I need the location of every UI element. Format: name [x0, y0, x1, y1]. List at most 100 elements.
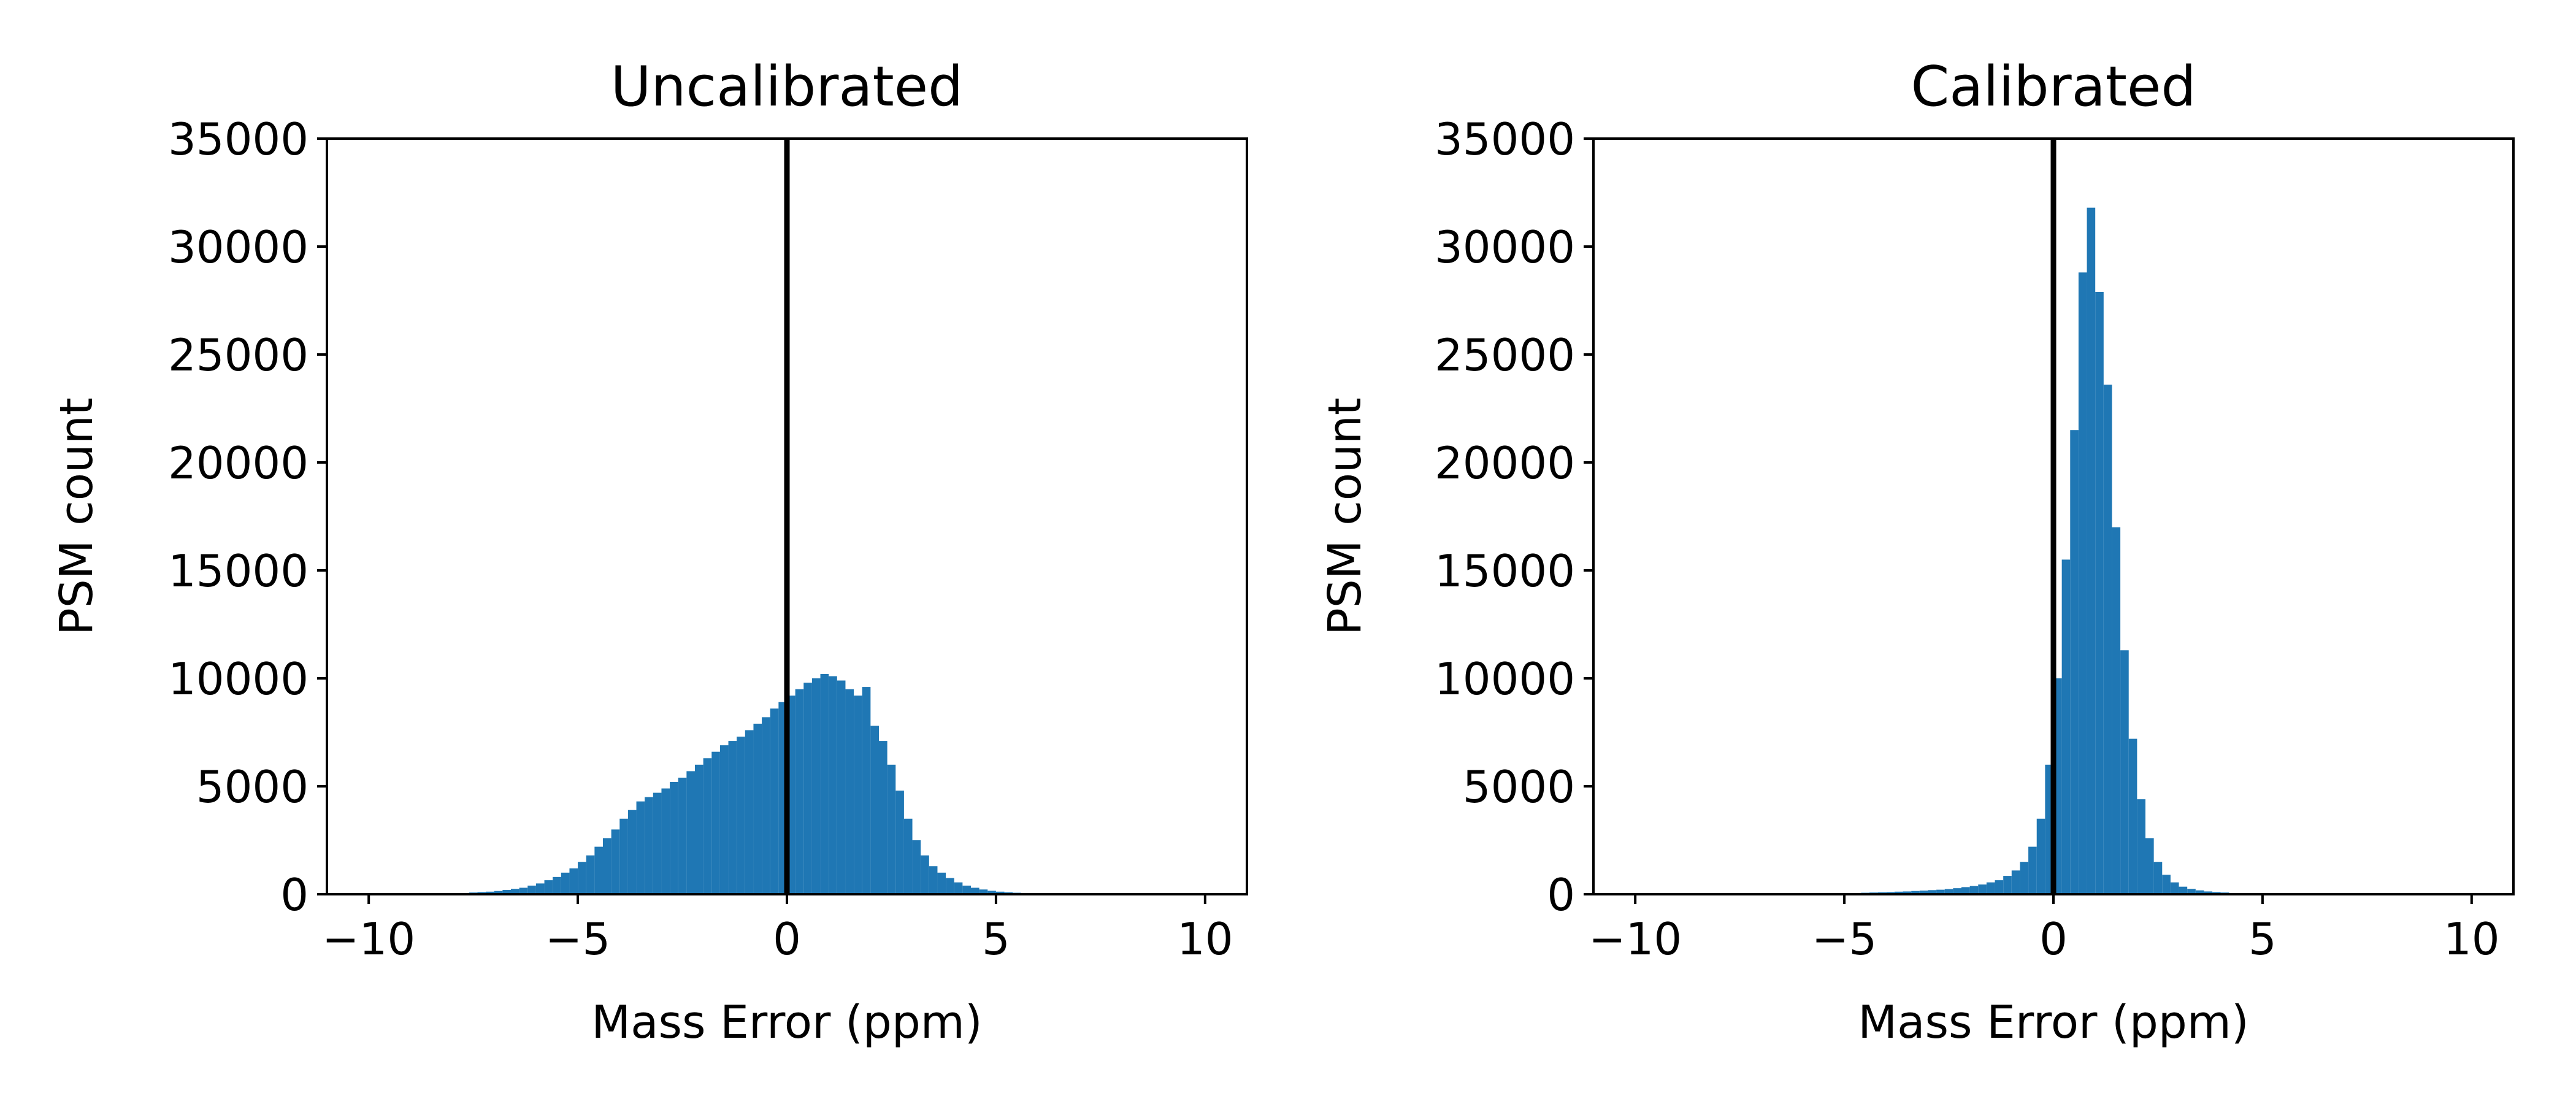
y-tick-label: 0: [280, 869, 309, 921]
histogram-bar: [594, 846, 603, 894]
histogram-bar: [946, 878, 954, 894]
histogram-bar: [1953, 888, 1961, 894]
histogram-bar: [535, 883, 545, 894]
histogram-bar: [862, 687, 871, 894]
histogram-bar: [2204, 891, 2213, 894]
y-tick-label: 15000: [168, 545, 309, 597]
histogram-bar: [929, 866, 938, 894]
histogram-bar: [820, 673, 829, 894]
histogram-bar: [845, 689, 854, 894]
histogram-bar: [937, 872, 946, 894]
chart-title: Calibrated: [1911, 55, 2196, 119]
histogram-bar: [653, 792, 662, 894]
x-tick-label: −5: [1812, 913, 1877, 965]
histogram-bar: [2003, 876, 2012, 894]
histogram-bar: [486, 891, 494, 894]
histogram-bar: [645, 797, 653, 894]
histogram-bar: [995, 891, 1005, 894]
x-tick-label: −10: [322, 913, 415, 965]
histogram-bar: [903, 818, 913, 894]
histogram-bar: [2112, 527, 2121, 894]
histogram-bar: [870, 726, 879, 894]
chart-title: Uncalibrated: [611, 55, 964, 119]
y-axis-label: PSM count: [1319, 397, 1371, 635]
x-tick-label: 0: [773, 913, 801, 965]
histogram-bar: [2028, 846, 2037, 894]
histogram-bar: [912, 840, 921, 894]
y-tick-label: 25000: [1435, 329, 1575, 381]
histogram-bar: [2078, 272, 2087, 894]
histogram-bar: [678, 777, 687, 894]
y-tick-label: 5000: [1463, 761, 1575, 813]
histogram-bar: [603, 838, 611, 894]
x-tick-label: 5: [982, 913, 1010, 965]
x-tick-label: 0: [2039, 913, 2068, 965]
histogram-bar: [2153, 862, 2163, 894]
histogram-bar: [837, 680, 846, 894]
x-tick-label: −5: [545, 913, 610, 965]
histogram-bar: [728, 741, 737, 894]
histogram-bar: [1894, 891, 1903, 894]
uncalibrated-panel: Uncalibrated Mass Error (ppm) PSM count …: [50, 55, 1248, 1049]
histogram-bar: [795, 689, 804, 894]
histogram-bar: [954, 882, 963, 894]
histogram-bar: [745, 730, 754, 894]
histogram-bar: [578, 862, 586, 894]
histogram-bar: [1969, 886, 1979, 894]
histogram-bar: [2187, 889, 2196, 894]
histogram-bar: [2162, 875, 2171, 894]
histogram-bar: [2170, 882, 2179, 894]
histogram-bar: [611, 829, 620, 894]
y-tick-label: 25000: [168, 329, 309, 381]
histogram-bar: [2011, 870, 2020, 894]
histogram-bar: [2020, 862, 2029, 894]
histogram-bar: [921, 855, 929, 894]
histogram-bar: [2195, 890, 2204, 894]
calibrated-panel: Calibrated Mass Error (ppm) PSM count −1…: [1319, 55, 2515, 1049]
y-tick-label: 20000: [168, 437, 309, 489]
histogram-bar: [987, 891, 996, 894]
histogram-bar: [2137, 799, 2145, 894]
histogram-bar: [2095, 291, 2104, 894]
histogram-bar: [695, 764, 703, 894]
y-tick-label: 10000: [168, 653, 309, 705]
histogram-bar: [619, 818, 628, 894]
y-tick-label: 20000: [1435, 437, 1575, 489]
histogram-bar: [1919, 891, 1928, 894]
histogram-bar: [854, 696, 862, 894]
histogram-bar: [711, 751, 720, 894]
histogram-bar: [627, 810, 637, 894]
x-axis-label: Mass Error (ppm): [1858, 996, 2249, 1049]
histogram-bar: [636, 801, 645, 894]
y-tick-label: 30000: [168, 221, 309, 273]
histogram-bar: [686, 771, 695, 894]
histogram-bar: [2145, 838, 2154, 894]
histogram-bar: [670, 781, 678, 894]
histogram-bar: [2128, 738, 2137, 894]
histogram-bar: [887, 764, 896, 894]
histogram-bar: [502, 889, 511, 894]
histogram-bar: [1944, 889, 1953, 894]
histogram-bar: [770, 708, 779, 894]
histogram-bar: [1903, 891, 1912, 894]
y-axis-label: PSM count: [50, 397, 103, 635]
y-tick-label: 15000: [1435, 545, 1575, 597]
histogram-bar: [979, 889, 988, 894]
histogram-bar: [519, 887, 528, 894]
histogram-bar: [895, 791, 904, 894]
x-tick-label: 10: [2444, 913, 2500, 965]
histogram-bar: [511, 889, 519, 894]
histogram-bar: [527, 885, 536, 894]
histogram-bar: [737, 737, 745, 894]
y-tick-label: 5000: [196, 761, 309, 813]
histogram-bar: [811, 678, 821, 894]
histogram-bar: [1961, 887, 1970, 894]
histogram-bar: [494, 891, 503, 894]
histogram-bar: [753, 723, 762, 894]
histogram-bar: [544, 880, 553, 894]
y-tick-label: 10000: [1435, 653, 1575, 705]
histogram-bar: [569, 868, 578, 894]
histogram-bar: [703, 758, 712, 894]
x-tick-label: 5: [2248, 913, 2277, 965]
